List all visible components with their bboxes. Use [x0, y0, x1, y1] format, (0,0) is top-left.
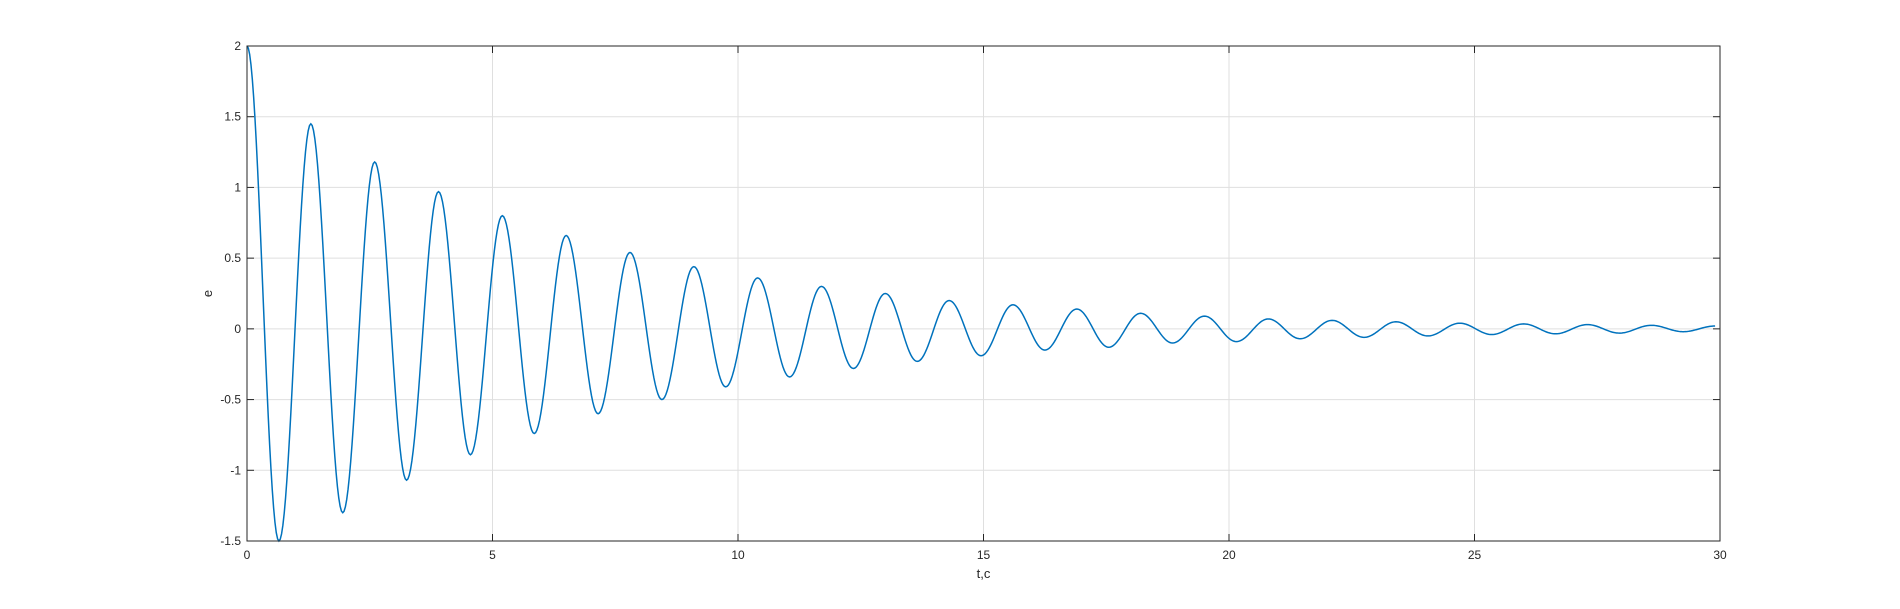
series-line	[246, 45, 1716, 543]
data-series	[246, 45, 1716, 543]
x-tick-label: 5	[489, 548, 496, 562]
y-tick-label: 2	[234, 39, 241, 53]
y-tick-label: 1	[234, 180, 241, 194]
y-axis-label: e	[200, 290, 215, 297]
x-tick-label: 25	[1468, 548, 1482, 562]
x-tick-label: 30	[1713, 548, 1727, 562]
y-tick-label: -1.5	[220, 534, 241, 548]
x-tick-label: 20	[1222, 548, 1236, 562]
y-tick-label: 1.5	[224, 110, 241, 124]
tick-labels: 0 5 10 15 20 25 30 -1.5 -1 -0.5 0 0.5 1 1.5 2	[220, 39, 1727, 562]
x-tick-label: 0	[244, 548, 251, 562]
axis-ticks	[246, 45, 1721, 542]
y-tick-label: 0	[234, 322, 241, 336]
x-tick-label: 15	[977, 548, 991, 562]
y-tick-label: 0.5	[224, 251, 241, 265]
x-tick-label: 10	[731, 548, 745, 562]
y-tick-label: -0.5	[220, 393, 241, 407]
y-tick-label: -1	[230, 463, 241, 477]
x-axis-label: t,c	[977, 566, 991, 581]
